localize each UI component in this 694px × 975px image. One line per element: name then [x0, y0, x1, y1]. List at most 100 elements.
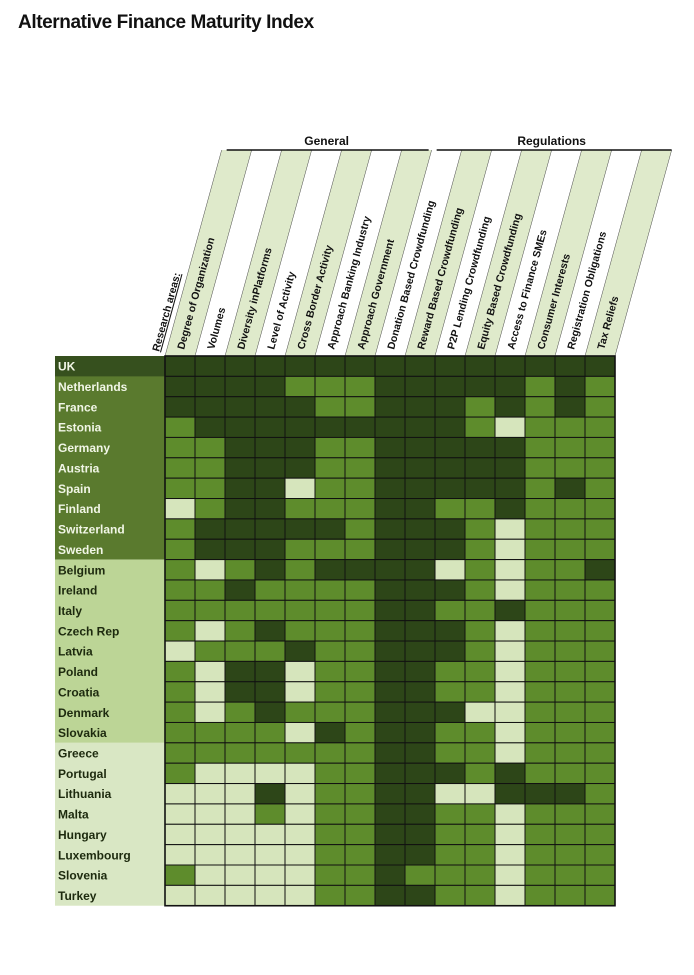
heatmap-cell — [404, 498, 436, 520]
heatmap-cell — [314, 477, 346, 500]
heatmap-cell — [344, 762, 376, 785]
heatmap-cell — [194, 436, 226, 459]
heatmap-cell — [164, 823, 196, 846]
heatmap-cell — [344, 538, 376, 561]
heatmap-cell — [254, 742, 286, 764]
heatmap-cell — [554, 559, 586, 581]
heatmap-cell — [494, 375, 526, 398]
heatmap-cell — [164, 844, 196, 866]
heatmap-cell — [584, 579, 616, 601]
heatmap-cell — [524, 599, 556, 622]
heatmap-cell — [284, 660, 316, 683]
heatmap-cell — [464, 477, 496, 500]
heatmap-cell — [254, 498, 286, 520]
heatmap-cell — [344, 823, 376, 846]
header-divider — [344, 149, 402, 357]
heatmap-cell — [194, 457, 226, 479]
heatmap-cell — [194, 660, 226, 683]
heatmap-cell — [194, 538, 226, 561]
heatmap-cell — [314, 721, 346, 744]
heatmap-cell — [374, 681, 406, 703]
heatmap-cell — [164, 660, 196, 683]
heatmap-cell — [284, 498, 316, 520]
heatmap-cell — [494, 660, 526, 683]
heatmap-cell — [464, 681, 496, 703]
heatmap-cell — [464, 599, 496, 622]
heatmap-cell — [194, 599, 226, 622]
heatmap-cell — [224, 681, 256, 703]
heatmap-cell — [284, 640, 316, 662]
country-label: Poland — [58, 665, 98, 679]
heatmap-cell — [434, 660, 466, 683]
heatmap-cell — [374, 783, 406, 805]
heatmap-cell — [464, 864, 496, 886]
heatmap-cell — [584, 721, 616, 744]
heatmap-cell — [494, 498, 526, 520]
heatmap-cell — [314, 518, 346, 540]
header-divider — [284, 149, 342, 357]
heatmap-cell — [254, 884, 286, 907]
heatmap-cell — [524, 884, 556, 907]
heatmap-cell — [524, 864, 556, 886]
heatmap-cell — [494, 742, 526, 764]
heatmap-cell — [404, 844, 436, 866]
heatmap-cell — [584, 681, 616, 703]
heatmap-cell — [434, 518, 466, 540]
header-stripe — [405, 150, 492, 356]
heatmap-cell — [524, 457, 556, 479]
heatmap-cell — [164, 620, 196, 642]
heatmap-cell — [374, 660, 406, 683]
heatmap-cell — [494, 477, 526, 500]
header-divider — [224, 149, 282, 357]
heatmap-cell — [344, 498, 376, 520]
heatmap-cell — [584, 884, 616, 907]
heatmap-cell — [194, 640, 226, 662]
column-header-band — [164, 149, 672, 357]
heatmap-cell — [554, 416, 586, 438]
heatmap-cell — [344, 721, 376, 744]
country-label: Austria — [58, 461, 100, 475]
heatmap-cell — [434, 823, 466, 846]
heatmap-cell — [254, 844, 286, 866]
heatmap-cell — [344, 436, 376, 459]
heatmap-cell — [314, 559, 346, 581]
heatmap-cell — [524, 416, 556, 438]
heatmap-cell — [254, 864, 286, 886]
heatmap-cell — [404, 823, 436, 846]
country-label: Netherlands — [58, 380, 128, 394]
heatmap-cell — [524, 742, 556, 764]
heatmap-cell — [374, 762, 406, 785]
heatmap-cell — [434, 640, 466, 662]
heatmap-cell — [524, 396, 556, 418]
header-stripe — [165, 150, 252, 356]
heatmap-cell — [434, 762, 466, 785]
heatmap-cell — [164, 681, 196, 703]
heatmap-cell — [584, 742, 616, 764]
heatmap-cell — [314, 355, 346, 377]
heatmap-cell — [194, 498, 226, 520]
heatmap-cell — [584, 783, 616, 805]
heatmap-cell — [464, 416, 496, 438]
heatmap-cell — [374, 518, 406, 540]
country-label: Denmark — [58, 706, 110, 720]
heatmap-cell — [554, 660, 586, 683]
heatmap-cell — [254, 518, 286, 540]
heatmap-cell — [164, 559, 196, 581]
heatmap-cell — [434, 416, 466, 438]
heatmap-cell — [164, 640, 196, 662]
heatmap-cell — [464, 559, 496, 581]
heatmap-cell — [284, 721, 316, 744]
heatmap-cell — [554, 477, 586, 500]
heatmap-cell — [434, 681, 466, 703]
heatmap-cell — [284, 416, 316, 438]
heatmap-cell — [374, 498, 406, 520]
heatmap-cell — [494, 599, 526, 622]
heatmap-cell — [194, 701, 226, 723]
heatmap-cell — [464, 660, 496, 683]
heatmap-cell — [344, 681, 376, 703]
heatmap-cell — [434, 721, 466, 744]
heatmap-cell — [164, 579, 196, 601]
header-stripe — [465, 150, 552, 356]
heatmap-cell — [464, 742, 496, 764]
heatmap-cell — [194, 416, 226, 438]
